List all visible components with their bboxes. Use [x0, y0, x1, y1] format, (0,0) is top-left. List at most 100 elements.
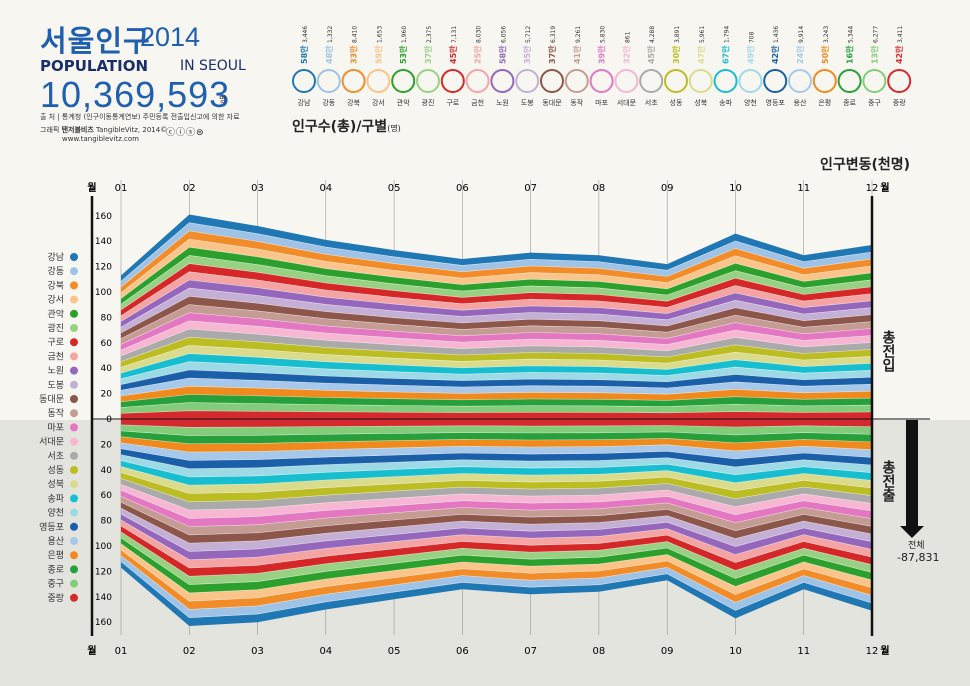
- district-population-value: 6,056: [500, 26, 507, 43]
- month-label-top: 04: [319, 183, 332, 194]
- source-line: 출 처 | 통계청 (인구이동통계연보) 주민등록 전출입신고에 의한 자료: [40, 112, 240, 122]
- district-population-man: 50만: [820, 45, 830, 64]
- month-label-bottom: 04: [319, 646, 332, 657]
- inflow-band-8: 노원: [121, 280, 872, 328]
- month-label-top: 09: [661, 183, 674, 194]
- district-legend-dot: [70, 380, 78, 389]
- total-unit: 명: [219, 95, 227, 104]
- district-population-circle: [738, 69, 763, 93]
- month-label-top: 01: [115, 183, 128, 194]
- outflow-separator: [120, 460, 873, 478]
- y-tick-label: 140: [95, 593, 112, 603]
- outflow-band-24: 중랑: [121, 419, 872, 428]
- district-population-name: 강북: [347, 98, 360, 107]
- inflow-band-23: 중구: [121, 402, 872, 414]
- inflow-separator: [120, 304, 873, 339]
- month-label-bottom: 01: [115, 646, 128, 657]
- district-legend-dot: [70, 593, 78, 602]
- inflow-separator: [120, 271, 873, 316]
- inflow-separator: [120, 353, 873, 374]
- district-population-name: 동대문: [542, 99, 562, 107]
- outflow-separator: [120, 466, 873, 486]
- outflow-band-6: 구로: [121, 526, 872, 577]
- district-population-circle: [664, 69, 688, 93]
- y-tick-label: 120: [95, 263, 112, 273]
- district-population-value: 1,794: [724, 26, 731, 43]
- month-label-bottom: 05: [388, 646, 401, 657]
- inflow-band-21: 은평: [121, 386, 872, 402]
- district-population-man: 32만: [621, 45, 631, 64]
- credit-label: 그래픽: [40, 126, 60, 134]
- district-population-circle: [763, 69, 788, 93]
- district-legend-label: 용산: [47, 536, 64, 547]
- district-legend-label: 광진: [47, 322, 64, 334]
- district-population-man: 58만: [497, 45, 507, 64]
- license-icons: ⓒⓘⓢ⊜: [166, 128, 205, 138]
- month-label-top: 03: [251, 183, 264, 194]
- inflow-band-4: 관악: [121, 247, 872, 305]
- district-legend-dot: [70, 494, 78, 503]
- inflow-separator: [120, 230, 873, 288]
- district-legend-label: 구로: [47, 337, 64, 348]
- month-label-top: 11: [797, 183, 810, 194]
- inflow-band-17: 송파: [121, 353, 872, 379]
- outflow-band-22: 종로: [121, 430, 872, 444]
- y-tick-label: 80: [101, 517, 113, 527]
- month-label-bottom: 02: [183, 646, 196, 657]
- district-legend-dot: [70, 352, 78, 361]
- district-population-circle: [465, 69, 490, 93]
- district-legend-label: 금천: [47, 351, 64, 362]
- district-legend-label: 동대문: [39, 394, 64, 405]
- inflow-separator: [120, 255, 873, 305]
- outflow-separator: [120, 543, 873, 594]
- district-population-name: 중구: [868, 99, 881, 107]
- inflow-separator: [120, 222, 873, 282]
- district-legend-label: 종로: [47, 564, 64, 575]
- district-legend-dot: [70, 579, 78, 588]
- district-population-value: 8,030: [476, 26, 483, 43]
- district-legend-dot: [70, 309, 78, 318]
- district-legend-label: 영등포: [39, 522, 64, 533]
- district-population-value: 8,410: [352, 26, 359, 43]
- district-population-circle: [292, 69, 316, 93]
- district-population-name: 은평: [818, 98, 831, 107]
- district-population-name: 강남: [298, 98, 311, 107]
- district-population-name: 광진: [422, 98, 435, 107]
- district-population-name: 서초: [645, 98, 658, 107]
- district-population-man: 45만: [448, 45, 458, 64]
- district-legend-label: 양천: [47, 508, 64, 519]
- outflow-band-21: 은평: [121, 436, 872, 453]
- inflow-separator: [120, 336, 873, 362]
- month-label-bottom: 10: [729, 646, 742, 657]
- district-legend-dot: [70, 253, 78, 261]
- inflow-separator: [120, 377, 873, 391]
- outflow-separator: [120, 472, 873, 494]
- y-tick-label: 60: [101, 491, 113, 501]
- month-label-top: 07: [524, 183, 537, 194]
- district-legend-label: 중구: [47, 579, 64, 590]
- district-population-circle: [316, 69, 341, 93]
- source-text: | 통계청 (인구이동통계연보) 주민등록 전출입신고에 의한 자료: [57, 113, 240, 121]
- month-suffix: 월: [880, 645, 889, 657]
- inflow-separator: [120, 410, 873, 414]
- district-population-value: 5,830: [600, 26, 607, 43]
- district-population-circle: [416, 69, 440, 93]
- district-legend-dot: [70, 437, 78, 446]
- y-tick-label: 20: [101, 440, 113, 450]
- district-population-man: 39만: [597, 45, 607, 64]
- total-population: 10,369,593: [40, 74, 231, 115]
- month-label-bottom: 11: [797, 646, 810, 657]
- y-tick-label: 20: [101, 390, 113, 400]
- district-legend-dot: [70, 281, 78, 290]
- district-legend-label: 서대문: [39, 437, 64, 448]
- district-population-value: 7,131: [451, 26, 458, 43]
- district-legend-dot: [70, 466, 78, 474]
- district-population-circle: [837, 69, 862, 93]
- y-tick-label: 160: [95, 212, 112, 222]
- month-label-top: 05: [388, 183, 401, 194]
- outflow-separator: [120, 555, 873, 610]
- outflow-separator: [120, 513, 873, 552]
- inflow-separator: [120, 295, 873, 334]
- district-legend-label: 강북: [47, 280, 64, 291]
- month-label-bottom: 07: [524, 646, 537, 657]
